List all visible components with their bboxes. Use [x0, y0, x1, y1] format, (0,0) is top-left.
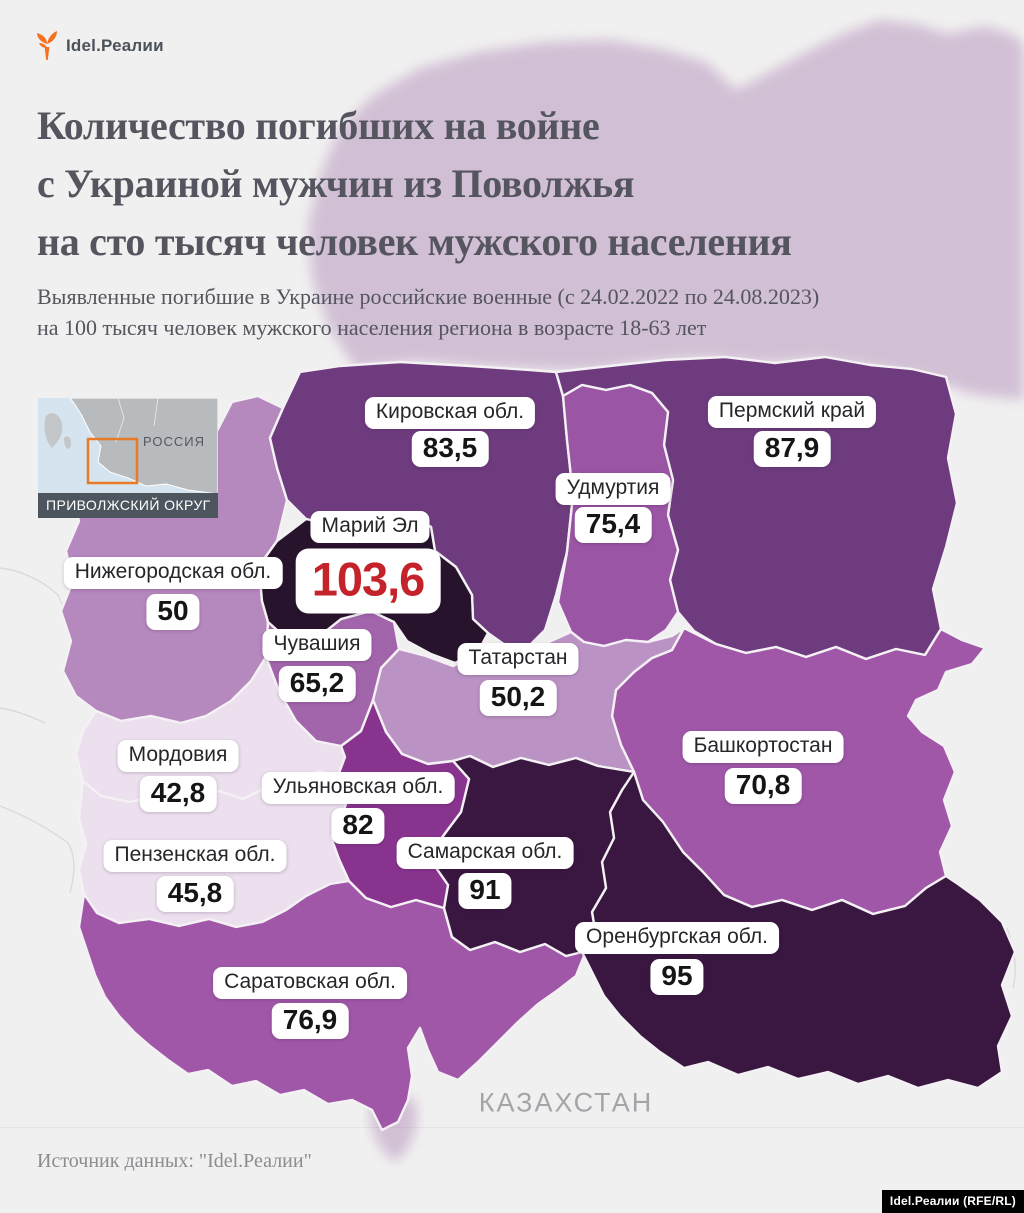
- title-line-2: с Украиной мужчин из Поволжья: [37, 161, 635, 206]
- subtitle-line-1: Выявленные погибшие в Украине российские…: [37, 284, 820, 309]
- page-title: Количество погибших на войне с Украиной …: [37, 97, 997, 271]
- region-value-udmurtia: 75,4: [574, 507, 652, 543]
- region-value-permsky: 87,9: [753, 431, 831, 467]
- logo-text: Idel.Реалии: [66, 36, 164, 55]
- region-label-orenburgskaya: Оренбургская обл.: [575, 922, 779, 954]
- region-label-mariel: Марий Эл: [310, 511, 430, 543]
- region-value-ulyanovskaya: 82: [331, 808, 385, 844]
- data-source-note: Источник данных: "Idel.Реалии": [37, 1150, 312, 1172]
- inset-country-label: РОССИЯ: [142, 434, 205, 449]
- region-value-bashkortostan: 70,8: [724, 768, 802, 804]
- region-value-penzenskaya: 45,8: [156, 876, 234, 912]
- region-label-kirovskaya: Кировская обл.: [364, 397, 536, 429]
- region-label-ulyanovskaya: Ульяновская обл.: [261, 772, 455, 804]
- region-value-tatarstan: 50,2: [479, 680, 557, 716]
- region-label-udmurtia: Удмуртия: [555, 473, 671, 505]
- inset-district-label: ПРИВОЛЖСКИЙ ОКРУГ: [38, 493, 218, 518]
- torch-icon: [37, 31, 57, 60]
- region-label-tatarstan: Татарстан: [457, 643, 579, 675]
- region-label-samarskaya: Самарская обл.: [396, 837, 574, 869]
- region-value-mordovia: 42,8: [139, 776, 217, 812]
- locator-inset-map: РОССИЯ ПРИВОЛЖСКИЙ ОКРУГ: [38, 398, 218, 518]
- district-highlight-box: [86, 437, 139, 485]
- title-line-3: на сто тысяч человек мужского населения: [37, 219, 792, 264]
- neighbor-region-borders: [0, 567, 1016, 989]
- title-line-1: Количество погибших на войне: [37, 103, 600, 148]
- subtitle: Выявленные погибшие в Украине российские…: [37, 281, 1017, 343]
- region-label-mordovia: Мордовия: [117, 740, 239, 772]
- region-value-orenburgskaya: 95: [650, 959, 704, 995]
- region-label-saratovskaya: Саратовская обл.: [213, 967, 407, 999]
- subtitle-line-2: на 100 тысяч человек мужского населения …: [37, 315, 707, 340]
- region-label-permsky: Пермский край: [707, 396, 877, 428]
- footer-divider: [0, 1127, 1024, 1128]
- region-label-chuvashia: Чувашия: [262, 629, 372, 661]
- region-value-samarskaya: 91: [458, 873, 512, 909]
- region-value-kirovskaya: 83,5: [411, 431, 489, 467]
- region-label-penzenskaya: Пензенская обл.: [103, 840, 287, 872]
- region-value-saratovskaya: 76,9: [271, 1003, 349, 1039]
- region-value-nizhegorodskaya: 50: [146, 594, 200, 630]
- publisher-logo: Idel.Реалии: [35, 31, 164, 61]
- region-label-bashkortostan: Башкортостан: [682, 731, 844, 763]
- region-value-mariel: 103,6: [295, 548, 441, 614]
- kazakhstan-label: КАЗАХСТАН: [478, 1087, 654, 1118]
- credit-badge: Idel.Реалии (RFE/RL): [881, 1190, 1024, 1213]
- region-value-chuvashia: 65,2: [278, 666, 356, 702]
- region-label-nizhegorodskaya: Нижегородская обл.: [63, 557, 283, 589]
